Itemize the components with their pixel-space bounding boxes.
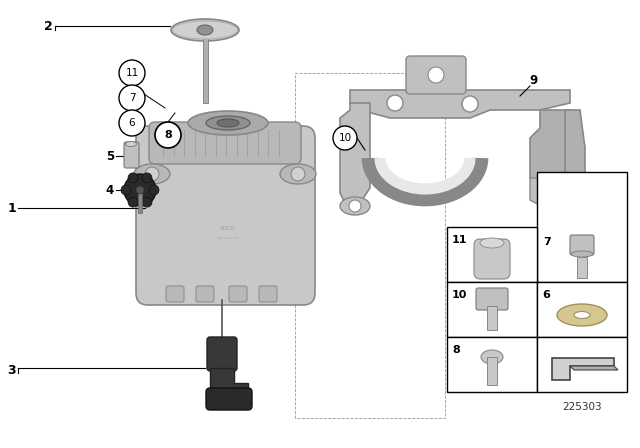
Ellipse shape: [197, 25, 213, 35]
FancyBboxPatch shape: [196, 286, 214, 302]
Text: 6: 6: [542, 290, 550, 300]
Circle shape: [349, 200, 361, 212]
Text: 11: 11: [125, 68, 139, 78]
Bar: [577, 257, 587, 278]
FancyBboxPatch shape: [474, 239, 510, 279]
Circle shape: [119, 110, 145, 136]
Circle shape: [119, 60, 145, 86]
Bar: [537, 282, 627, 337]
Ellipse shape: [206, 116, 250, 130]
Circle shape: [142, 173, 152, 183]
Text: 6: 6: [129, 118, 135, 128]
Text: 8: 8: [164, 130, 172, 140]
Text: 3: 3: [8, 363, 16, 376]
Polygon shape: [570, 366, 618, 370]
Ellipse shape: [481, 350, 503, 364]
FancyBboxPatch shape: [570, 235, 594, 255]
Circle shape: [128, 197, 138, 207]
Bar: [537, 172, 627, 282]
Bar: [447, 337, 537, 392]
Polygon shape: [552, 358, 614, 380]
Text: 8: 8: [452, 345, 460, 355]
Ellipse shape: [217, 119, 239, 127]
Circle shape: [291, 167, 305, 181]
Ellipse shape: [480, 238, 504, 248]
FancyBboxPatch shape: [476, 288, 508, 310]
Polygon shape: [530, 178, 570, 208]
Text: 4: 4: [106, 184, 114, 197]
Bar: [447, 227, 537, 282]
Bar: [487, 357, 497, 385]
Text: 5: 5: [106, 150, 114, 163]
Text: 7: 7: [129, 93, 135, 103]
Ellipse shape: [134, 164, 170, 184]
Ellipse shape: [340, 197, 370, 215]
Ellipse shape: [280, 164, 316, 184]
Ellipse shape: [557, 304, 607, 326]
Text: 9: 9: [530, 73, 538, 86]
Circle shape: [155, 122, 181, 148]
FancyBboxPatch shape: [207, 337, 237, 371]
Text: 10: 10: [339, 133, 351, 143]
Polygon shape: [565, 110, 585, 188]
Text: 11: 11: [452, 235, 467, 245]
Bar: [487, 306, 497, 330]
Ellipse shape: [173, 21, 237, 39]
Circle shape: [462, 96, 478, 112]
Ellipse shape: [188, 111, 268, 135]
FancyBboxPatch shape: [259, 286, 277, 302]
Polygon shape: [350, 90, 570, 118]
Text: 225303: 225303: [562, 402, 602, 412]
FancyBboxPatch shape: [229, 286, 247, 302]
Circle shape: [333, 126, 357, 150]
Text: 7: 7: [543, 237, 551, 247]
Polygon shape: [340, 103, 370, 203]
Ellipse shape: [571, 251, 593, 257]
Ellipse shape: [574, 311, 590, 319]
FancyBboxPatch shape: [166, 286, 184, 302]
Circle shape: [428, 67, 444, 83]
FancyBboxPatch shape: [149, 122, 301, 164]
FancyBboxPatch shape: [406, 56, 466, 94]
Circle shape: [387, 95, 403, 111]
Circle shape: [149, 185, 159, 195]
Circle shape: [142, 197, 152, 207]
Ellipse shape: [125, 142, 136, 146]
Bar: [138, 191, 142, 213]
Polygon shape: [530, 110, 570, 188]
Circle shape: [136, 186, 144, 194]
Text: xxxxxxxxx: xxxxxxxxx: [217, 236, 239, 240]
Bar: [203, 38, 208, 103]
FancyBboxPatch shape: [124, 142, 139, 168]
Circle shape: [542, 183, 558, 199]
Circle shape: [124, 174, 156, 206]
Bar: [447, 282, 537, 337]
Circle shape: [121, 185, 131, 195]
Bar: [537, 337, 627, 392]
Ellipse shape: [171, 19, 239, 41]
Text: 2: 2: [44, 20, 52, 33]
Text: 1: 1: [8, 202, 17, 215]
Text: 10: 10: [452, 290, 467, 300]
Circle shape: [145, 167, 159, 181]
FancyBboxPatch shape: [206, 388, 252, 410]
Circle shape: [119, 85, 145, 111]
Circle shape: [128, 173, 138, 183]
FancyBboxPatch shape: [136, 126, 315, 305]
Polygon shape: [210, 368, 248, 393]
Text: AGCO: AGCO: [220, 225, 236, 231]
